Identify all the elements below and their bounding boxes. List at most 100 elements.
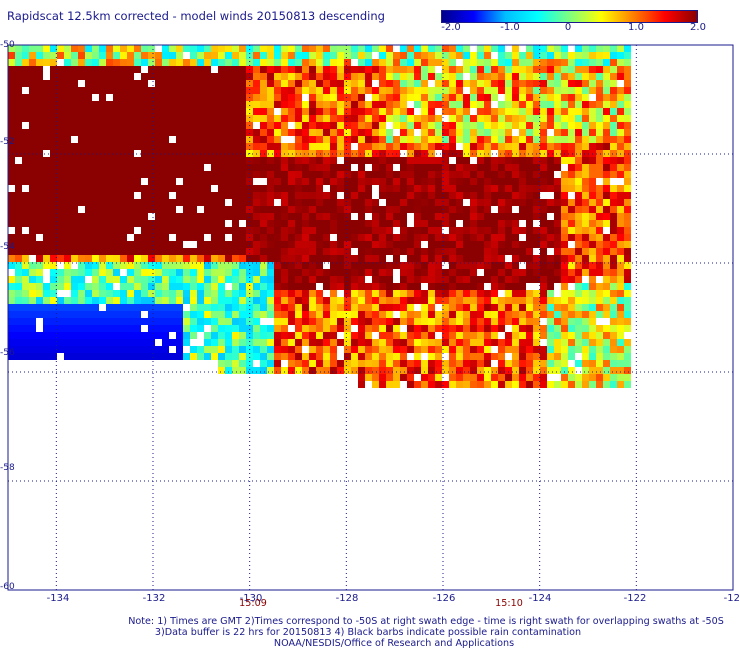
wind-cell bbox=[519, 353, 526, 360]
wind-cell bbox=[610, 360, 617, 367]
wind-cell bbox=[344, 143, 351, 150]
wind-cell bbox=[29, 283, 36, 290]
wind-cell bbox=[624, 255, 631, 262]
wind-cell bbox=[15, 80, 22, 87]
wind-cell bbox=[575, 283, 582, 290]
wind-cell bbox=[554, 143, 561, 150]
wind-cell bbox=[442, 101, 449, 108]
wind-cell bbox=[8, 353, 15, 360]
wind-cell bbox=[50, 136, 57, 143]
wind-cell bbox=[141, 66, 148, 73]
wind-cell bbox=[561, 101, 568, 108]
wind-cell bbox=[603, 115, 610, 122]
wind-cell bbox=[92, 332, 99, 339]
wind-cell bbox=[162, 122, 169, 129]
wind-cell bbox=[267, 108, 274, 115]
wind-cell bbox=[274, 199, 281, 206]
wind-cell bbox=[456, 171, 463, 178]
wind-cell bbox=[568, 206, 575, 213]
wind-cell bbox=[71, 353, 78, 360]
wind-cell bbox=[15, 185, 22, 192]
wind-cell bbox=[323, 178, 330, 185]
wind-cell bbox=[428, 311, 435, 318]
wind-cell bbox=[141, 304, 148, 311]
wind-cell bbox=[456, 108, 463, 115]
wind-cell bbox=[239, 185, 246, 192]
wind-cell bbox=[344, 339, 351, 346]
wind-cell bbox=[372, 227, 379, 234]
wind-cell bbox=[323, 122, 330, 129]
wind-cell bbox=[148, 80, 155, 87]
wind-cell bbox=[218, 255, 225, 262]
wind-cell bbox=[232, 80, 239, 87]
wind-cell bbox=[540, 353, 547, 360]
wind-cell bbox=[232, 206, 239, 213]
wind-cell bbox=[456, 178, 463, 185]
wind-cell bbox=[575, 346, 582, 353]
wind-cell bbox=[547, 199, 554, 206]
wind-cell bbox=[113, 339, 120, 346]
wind-cell bbox=[197, 129, 204, 136]
wind-cell bbox=[456, 297, 463, 304]
wind-cell bbox=[463, 108, 470, 115]
wind-cell bbox=[141, 94, 148, 101]
wind-cell bbox=[281, 101, 288, 108]
wind-cell bbox=[225, 339, 232, 346]
wind-cell bbox=[141, 255, 148, 262]
wind-cell bbox=[232, 108, 239, 115]
wind-cell bbox=[85, 164, 92, 171]
wind-cell bbox=[15, 304, 22, 311]
wind-cell bbox=[540, 199, 547, 206]
wind-cell bbox=[547, 297, 554, 304]
wind-cell bbox=[575, 318, 582, 325]
wind-cell bbox=[421, 255, 428, 262]
wind-cell bbox=[372, 374, 379, 381]
wind-cell bbox=[610, 318, 617, 325]
wind-cell bbox=[512, 346, 519, 353]
wind-cell bbox=[477, 129, 484, 136]
wind-cell bbox=[449, 318, 456, 325]
wind-cell bbox=[533, 220, 540, 227]
wind-cell bbox=[505, 87, 512, 94]
wind-cell bbox=[624, 192, 631, 199]
wind-cell bbox=[36, 276, 43, 283]
wind-cell bbox=[57, 311, 64, 318]
wind-cell bbox=[505, 248, 512, 255]
wind-cell bbox=[582, 164, 589, 171]
wind-cell bbox=[603, 367, 610, 374]
wind-cell bbox=[624, 346, 631, 353]
wind-cell bbox=[470, 276, 477, 283]
wind-cell bbox=[456, 332, 463, 339]
wind-cell bbox=[540, 332, 547, 339]
wind-cell bbox=[246, 269, 253, 276]
wind-cell bbox=[428, 122, 435, 129]
wind-cell bbox=[141, 192, 148, 199]
wind-cell bbox=[323, 283, 330, 290]
wind-cell bbox=[64, 171, 71, 178]
wind-cell bbox=[246, 255, 253, 262]
wind-cell bbox=[71, 213, 78, 220]
wind-cell bbox=[610, 262, 617, 269]
wind-cell bbox=[204, 115, 211, 122]
wind-cell bbox=[127, 178, 134, 185]
wind-cell bbox=[204, 45, 211, 52]
wind-cell bbox=[43, 108, 50, 115]
wind-cell bbox=[120, 122, 127, 129]
wind-cell bbox=[274, 220, 281, 227]
wind-cell bbox=[260, 311, 267, 318]
wind-cell bbox=[386, 269, 393, 276]
wind-cell bbox=[274, 290, 281, 297]
wind-cell bbox=[554, 178, 561, 185]
wind-cell bbox=[449, 108, 456, 115]
map-title: Rapidscat 12.5km corrected - model winds… bbox=[7, 9, 385, 23]
wind-cell bbox=[505, 143, 512, 150]
wind-cell bbox=[71, 171, 78, 178]
wind-cell bbox=[624, 304, 631, 311]
wind-cell bbox=[204, 227, 211, 234]
wind-cell bbox=[113, 115, 120, 122]
wind-cell bbox=[169, 297, 176, 304]
wind-cell bbox=[148, 297, 155, 304]
wind-cell bbox=[57, 206, 64, 213]
wind-cell bbox=[323, 199, 330, 206]
wind-cell bbox=[393, 164, 400, 171]
